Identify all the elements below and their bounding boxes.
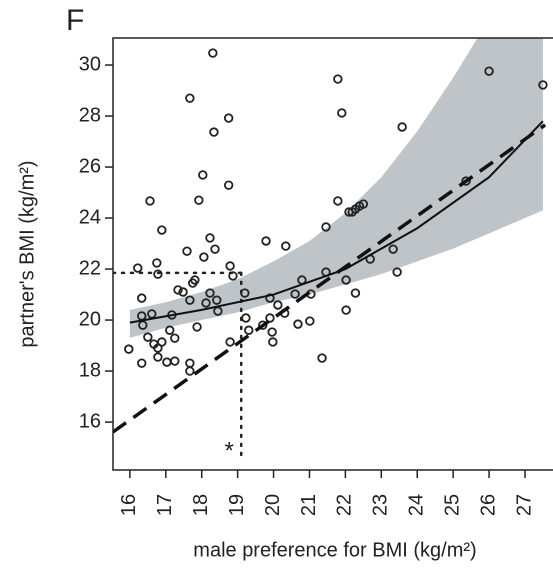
data-point <box>321 222 331 232</box>
data-point <box>228 271 238 281</box>
data-point <box>223 180 234 190</box>
data-point <box>212 295 222 305</box>
data-point <box>198 170 208 180</box>
data-point <box>165 325 175 335</box>
data-point <box>192 322 202 332</box>
data-point <box>201 298 211 308</box>
data-point <box>281 241 291 251</box>
plot-frame <box>112 37 553 471</box>
data-point <box>267 327 277 337</box>
data-point <box>208 48 218 58</box>
y-tick-label: 18 <box>79 359 101 381</box>
x-tick-label: 26 <box>477 494 499 516</box>
data-point <box>461 176 471 186</box>
axes: 16 18 20 22 24 26 28 30 16 17 18 19 20 21 22 23 24 25 26 27 <box>79 37 553 516</box>
data-point <box>397 122 407 132</box>
data-point <box>145 196 155 206</box>
data-point <box>194 195 204 205</box>
data-point <box>341 305 351 315</box>
data-point <box>205 288 215 298</box>
data-point <box>185 295 195 305</box>
data-point <box>170 356 180 366</box>
x-tick-label: 24 <box>406 494 428 516</box>
panel-label: F <box>66 4 84 37</box>
data-point <box>153 269 163 279</box>
x-tick-label: 22 <box>334 494 356 516</box>
data-point <box>170 333 180 343</box>
data-point <box>341 275 351 285</box>
data-point <box>333 74 343 84</box>
reference-line <box>113 123 547 434</box>
x-tick-label: 20 <box>262 494 284 516</box>
data-point <box>538 80 548 90</box>
data-point <box>209 127 219 137</box>
x-tick-label: 27 <box>513 494 535 516</box>
data-point <box>392 267 402 277</box>
y-tick-label: 28 <box>79 104 101 126</box>
data-point <box>143 332 153 342</box>
data-point <box>317 353 327 363</box>
y-tick-label: 20 <box>79 308 101 330</box>
data-point <box>190 275 200 285</box>
data-point <box>358 199 369 209</box>
data-point <box>225 337 235 347</box>
data-point <box>153 352 163 362</box>
data-point <box>261 236 271 246</box>
data-point <box>185 358 195 368</box>
data-point <box>152 258 162 268</box>
y-tick-label: 24 <box>79 206 101 228</box>
y-tick-label: 16 <box>79 410 101 432</box>
data-point <box>333 196 343 206</box>
data-point <box>265 313 275 323</box>
data-point <box>199 252 209 262</box>
data-point <box>157 225 167 235</box>
data-point <box>293 319 303 329</box>
data-point <box>305 316 315 326</box>
data-point <box>388 244 398 254</box>
data-point <box>185 93 195 103</box>
x-tick-label: 17 <box>154 494 176 516</box>
data-point <box>258 320 268 330</box>
y-tick-label: 26 <box>79 155 101 177</box>
x-tick-label: 18 <box>190 494 212 516</box>
data-point <box>138 320 148 330</box>
data-point <box>162 357 172 367</box>
data-point <box>225 261 235 271</box>
confidence-band <box>129 38 543 338</box>
x-tick-label: 21 <box>298 494 320 516</box>
x-tick-label: 16 <box>118 494 140 516</box>
y-tick-label: 22 <box>79 257 101 279</box>
y-tick-label: 30 <box>79 53 101 75</box>
data-point <box>173 285 183 295</box>
data-point <box>268 337 278 347</box>
annotation: * <box>225 437 234 464</box>
data-point <box>223 113 234 123</box>
data-point <box>182 246 192 256</box>
fit-curve <box>129 120 544 324</box>
data-point <box>350 288 361 298</box>
plot-area <box>113 38 548 458</box>
data-point <box>157 337 167 347</box>
data-point <box>185 366 195 376</box>
x-tick-label: 19 <box>226 494 248 516</box>
data-point <box>484 66 494 76</box>
data-point <box>124 344 134 354</box>
data-point <box>337 108 347 118</box>
x-axis-label: male preference for BMI (kg/m²) <box>193 539 476 561</box>
data-point <box>137 358 147 368</box>
x-tick-label: 23 <box>370 494 392 516</box>
data-point <box>133 263 143 273</box>
data-point <box>205 233 215 243</box>
data-point <box>210 244 220 254</box>
data-point <box>240 288 250 298</box>
data-point <box>273 300 283 310</box>
x-tick-label: 25 <box>441 494 463 516</box>
y-axis-label: partner's BMI (kg/m²) <box>16 160 38 347</box>
data-point <box>137 293 147 303</box>
data-point <box>290 289 300 299</box>
data-point <box>244 325 254 335</box>
data-point <box>178 287 188 297</box>
data-point <box>241 313 251 323</box>
